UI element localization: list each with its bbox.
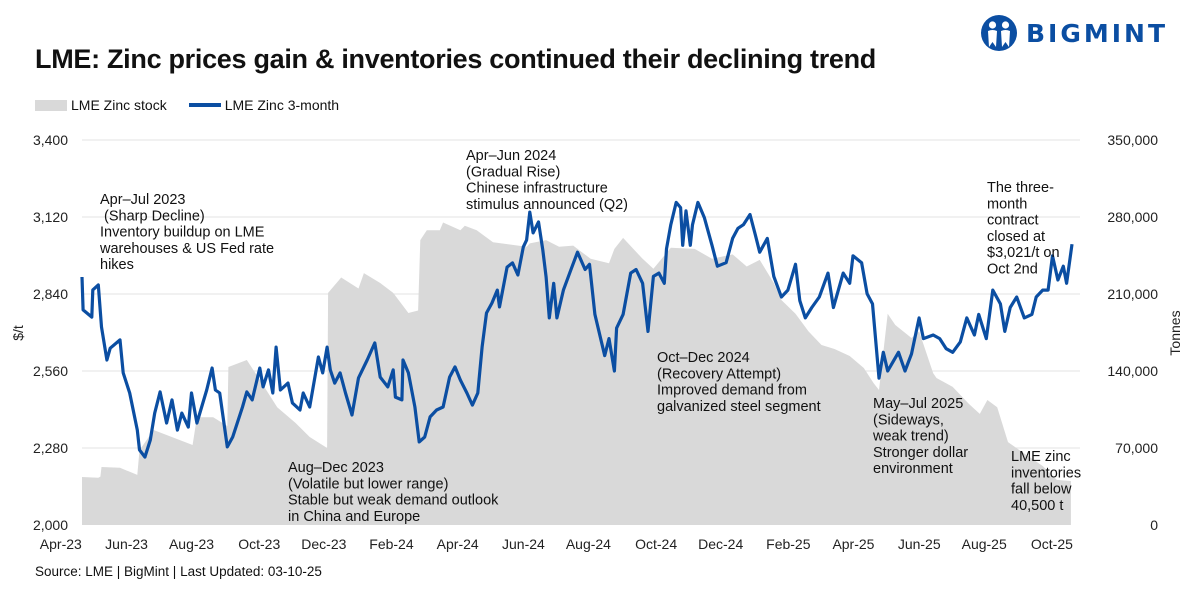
annotation-line: The three- — [987, 180, 1054, 196]
annotation-line: Aug–Dec 2023 — [288, 460, 384, 476]
x-tick-label: Feb-25 — [766, 536, 811, 552]
legend-label-stock: LME Zinc stock — [71, 97, 167, 113]
y-right-axis-label: Tonnes — [1167, 310, 1183, 355]
annotation: The three-month contract closed at $3,021/t… — [987, 180, 1060, 278]
annotation: LME zinc inventories fall below 40,500 t — [1011, 449, 1081, 514]
y-right-tick-label: 350,000 — [1107, 132, 1158, 148]
legend-swatch-stock — [35, 99, 67, 111]
annotation: May–Jul 2025 (Sideways, weak trend) Stronge… — [872, 396, 968, 477]
annotation-line: Stable but weak demand outlook — [288, 493, 499, 509]
annotation: Apr–Jun 2024 (Gradual Rise) Chinese infras… — [466, 148, 628, 213]
annotation-line: closed at — [987, 229, 1045, 245]
x-tick-label: Apr-24 — [437, 536, 479, 552]
annotation-line: environment — [873, 461, 953, 477]
y-left-tick-label: 2,280 — [33, 440, 68, 456]
y-left-tick-label: 3,400 — [33, 132, 68, 148]
annotation-line: Inventory buildup on LME — [100, 225, 265, 241]
x-tick-label: Oct-23 — [238, 536, 280, 552]
x-tick-label: Aug-25 — [962, 536, 1007, 552]
y-right-tick-label: 280,000 — [1107, 209, 1158, 225]
bigmint-logo: BIGMINT — [980, 14, 1168, 52]
annotation-line: Improved demand from — [657, 383, 807, 399]
bigmint-logo-icon — [981, 15, 1017, 51]
annotation-line: (Recovery Attempt) — [657, 366, 781, 382]
annotation-line: Stronger dollar — [873, 445, 968, 461]
annotation: Aug–Dec 2023 (Volatile but lower range) St… — [288, 460, 499, 525]
annotation: Oct–Dec 2024 (Recovery Attempt) Improved d… — [657, 350, 821, 415]
x-tick-label: Aug-24 — [566, 536, 611, 552]
annotation-line: Chinese infrastructure — [466, 181, 608, 197]
annotation-line: fall below — [1011, 482, 1072, 498]
annotation-line: Apr–Jul 2023 — [100, 192, 185, 208]
x-tick-label: Dec-24 — [698, 536, 743, 552]
x-tick-label: Jun-24 — [502, 536, 545, 552]
x-tick-label: Jun-25 — [898, 536, 941, 552]
annotation-line: (Sideways, — [873, 412, 944, 428]
annotation-line: galvanized steel segment — [657, 399, 821, 415]
x-tick-label: Apr-23 — [40, 536, 82, 552]
annotation: Apr–Jul 2023 (Sharp Decline) Inventory bu… — [99, 192, 274, 273]
y-right-tick-label: 210,000 — [1107, 286, 1158, 302]
y-left-tick-label: 2,840 — [33, 286, 68, 302]
chart-title: LME: Zinc prices gain & inventories cont… — [35, 44, 877, 74]
annotation-line: contract — [987, 213, 1039, 229]
x-tick-label: Oct-25 — [1031, 536, 1073, 552]
annotation-line: LME zinc — [1011, 449, 1071, 465]
logo-text: BIGMINT — [1026, 18, 1169, 48]
source-note: Source: LME | BigMint | Last Updated: 03… — [35, 564, 322, 579]
y-right-tick-label: 0 — [1150, 517, 1158, 533]
y-right-tick-label: 140,000 — [1107, 363, 1158, 379]
y-left-tick-label: 2,560 — [33, 363, 68, 379]
annotation-line: (Volatile but lower range) — [288, 476, 448, 492]
x-tick-label: Apr-25 — [832, 536, 874, 552]
y-left-tick-label: 3,120 — [33, 209, 68, 225]
annotation-line: warehouses & US Fed rate — [99, 241, 274, 257]
annotation-line: (Gradual Rise) — [466, 164, 560, 180]
annotation-line: 40,500 t — [1011, 498, 1063, 514]
annotation-line: month — [987, 196, 1027, 212]
annotation-line: Oct 2nd — [987, 262, 1038, 278]
annotation-line: Apr–Jun 2024 — [466, 148, 556, 164]
annotation-line: Oct–Dec 2024 — [657, 350, 750, 366]
stock-area-series — [82, 222, 1071, 525]
x-tick-label: Jun-23 — [105, 536, 148, 552]
x-tick-label: Aug-23 — [169, 536, 214, 552]
legend-label-price: LME Zinc 3-month — [224, 97, 340, 113]
annotation-line: (Sharp Decline) — [100, 208, 205, 224]
annotation-line: stimulus announced (Q2) — [466, 197, 628, 213]
chart-legend: LME Zinc stock LME Zinc 3-month — [35, 97, 339, 113]
y-right-tick-label: 70,000 — [1115, 440, 1158, 456]
annotation-line: hikes — [100, 257, 134, 273]
y-left-tick-label: 2,000 — [33, 517, 68, 533]
annotation-line: weak trend) — [872, 429, 949, 445]
annotation-line: inventories — [1011, 465, 1081, 481]
y-left-axis-label: $/t — [10, 325, 26, 341]
annotation-line: $3,021/t on — [987, 245, 1060, 261]
annotation-line: May–Jul 2025 — [873, 396, 963, 412]
annotation-line: in China and Europe — [288, 509, 420, 525]
price-line-series — [80, 200, 1074, 459]
legend-swatch-price — [188, 103, 221, 107]
x-tick-label: Oct-24 — [635, 536, 677, 552]
x-tick-label: Dec-23 — [301, 536, 346, 552]
x-tick-label: Feb-24 — [369, 536, 414, 552]
